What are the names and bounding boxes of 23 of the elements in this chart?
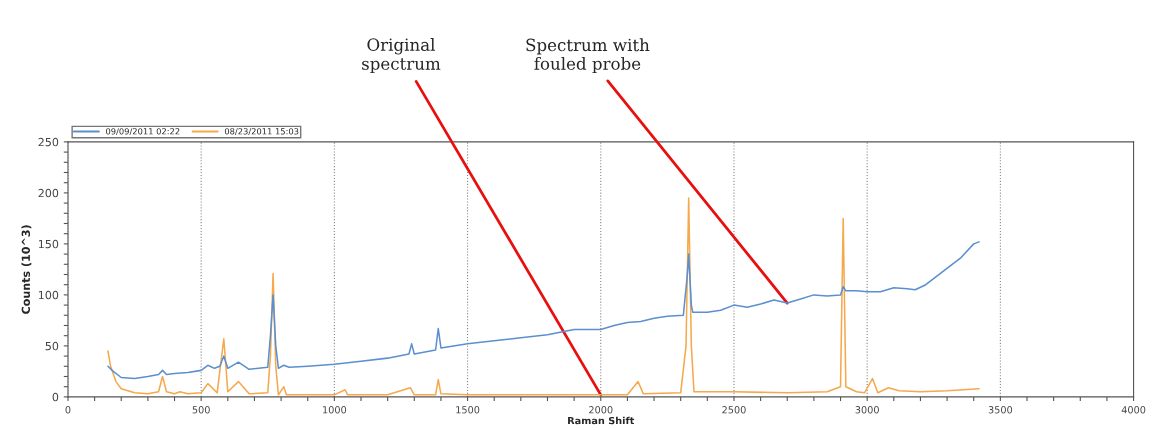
line-series [107,241,980,380]
y-axis-title: Counts (10^3) [21,225,32,314]
x-tick-label: 4000 [1121,406,1146,414]
legend-label: 08/23/2011 15:03 [224,128,299,136]
y-tick-label: 0 [52,392,59,402]
x-tick-label: 3000 [855,406,879,414]
annotation: Original spectrum [362,38,441,74]
x-tick-label: 500 [192,406,210,414]
x-tick-label: 2500 [722,406,746,414]
y-tick-label: 250 [38,137,59,147]
y-tick-label: 100 [38,290,59,300]
x-tick-label: 1500 [456,406,480,414]
y-tick-label: 50 [45,341,59,351]
legend-label: 09/09/2011 02:22 [106,128,180,136]
annotation: Spectrum with fouled probe [526,38,650,74]
line-series [107,197,980,396]
x-tick-label: 0 [65,406,71,414]
y-tick-label: 200 [38,188,59,198]
x-tick-label: 3500 [988,406,1013,414]
y-tick-label: 150 [38,239,59,249]
x-tick-label: 1000 [323,406,347,414]
x-tick-label: 2000 [589,406,613,414]
x-axis-title: Raman Shift [568,416,635,425]
